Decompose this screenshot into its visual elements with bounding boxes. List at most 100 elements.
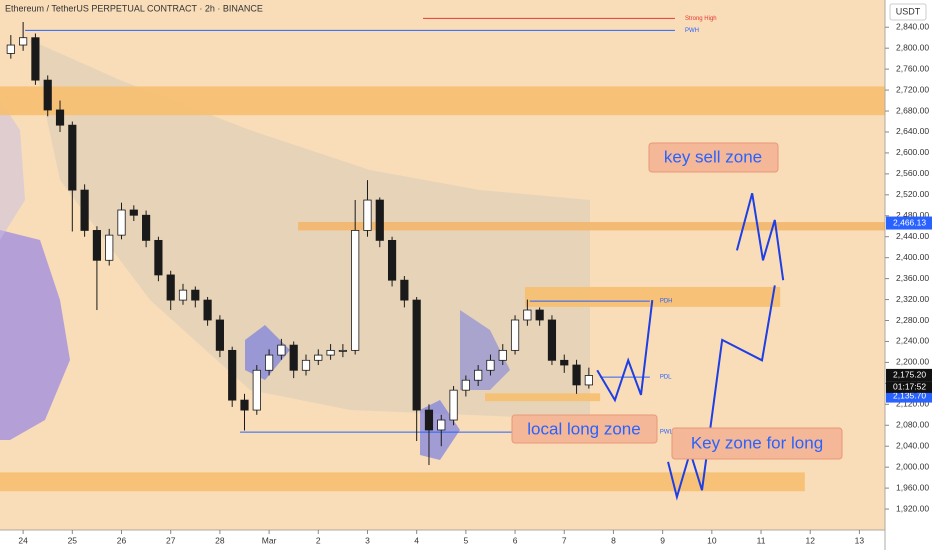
candle-body	[178, 289, 188, 301]
candle-body	[326, 349, 335, 356]
price-label: 2,466.13	[893, 217, 926, 227]
countdown: 01:17:52	[893, 382, 926, 392]
x-tick-label: 13	[855, 535, 865, 545]
candle-body	[363, 199, 372, 231]
candle-body	[6, 44, 15, 54]
projection	[596, 299, 654, 403]
candle-body	[523, 309, 532, 321]
projection	[735, 192, 785, 281]
candle-body	[584, 375, 593, 386]
candle-body	[424, 409, 434, 431]
candle-body	[474, 369, 483, 381]
candle-body	[437, 419, 446, 431]
y-tick-label: 2,320.00	[896, 294, 929, 304]
x-tick-label: 9	[660, 535, 665, 545]
y-tick-label: 1,960.00	[896, 482, 929, 492]
candle-body	[400, 279, 409, 301]
candle-body	[265, 354, 274, 371]
x-tick-label: 5	[463, 535, 468, 545]
price-label-box	[886, 368, 932, 382]
y-tick-label: 2,600.00	[896, 147, 929, 157]
y-tick-label: 2,280.00	[896, 315, 929, 325]
x-tick-label: 8	[611, 535, 616, 545]
volume-profile	[0, 100, 25, 240]
y-tick-label: 2,400.00	[896, 252, 929, 262]
price-label: 2,135.70	[893, 390, 926, 400]
candle-body	[547, 319, 557, 361]
candle-body	[154, 239, 163, 276]
candle-body	[572, 364, 581, 386]
x-tick-label: 3	[365, 535, 370, 545]
x-tick-label: 6	[513, 535, 518, 545]
x-tick-label: 2	[316, 535, 321, 545]
zone	[0, 86, 885, 116]
zone	[0, 472, 805, 492]
candle-body	[449, 389, 458, 421]
candle-body	[19, 37, 28, 46]
x-tick-label: 28	[215, 535, 225, 545]
y-tick-label: 2,840.00	[896, 21, 929, 31]
y-axis-panel	[885, 0, 932, 550]
zone	[298, 222, 886, 231]
y-tick-label: 2,560.00	[896, 168, 929, 178]
candle-body	[43, 79, 52, 111]
candle-body	[203, 299, 212, 321]
candle-body	[191, 289, 200, 301]
annotation-box	[648, 142, 779, 173]
candle-body	[338, 349, 347, 352]
candle-body	[55, 109, 65, 126]
projection	[667, 285, 776, 501]
volume-profile	[0, 230, 70, 440]
candle-body	[289, 344, 298, 371]
candle-body	[215, 319, 224, 351]
y-tick-label: 2,720.00	[896, 84, 929, 94]
countdown-box	[886, 381, 932, 393]
x-tick-label: 11	[757, 535, 766, 545]
candle-body	[412, 299, 421, 411]
level-label: PDL	[660, 375, 672, 381]
candle-body	[560, 359, 569, 366]
y-tick-label: 2,040.00	[896, 440, 929, 450]
currency: USDT	[896, 6, 921, 16]
y-tick-label: 2,200.00	[896, 357, 929, 367]
candle-body	[387, 239, 397, 281]
y-tick-label: 2,680.00	[896, 105, 929, 115]
y-tick-label: 2,080.00	[896, 420, 929, 430]
annotation-box	[511, 414, 658, 444]
y-tick-label: 2,760.00	[896, 63, 929, 73]
x-tick-label: Mar	[262, 535, 277, 545]
candle-body	[105, 234, 114, 261]
x-tick-label: 10	[707, 535, 717, 545]
x-tick-label: 24	[18, 535, 28, 545]
candle-body	[68, 124, 77, 191]
y-tick-label: 2,000.00	[896, 461, 929, 471]
x-tick-label: 25	[68, 535, 78, 545]
candle-body	[375, 199, 384, 241]
zone	[524, 286, 781, 307]
level-label: PDH	[660, 299, 673, 305]
price-label: 2,175.20	[893, 370, 926, 380]
candle-body	[31, 37, 40, 81]
y-tick-label: 2,520.00	[896, 189, 929, 199]
candle-body	[228, 349, 237, 401]
volume-profile	[245, 325, 290, 380]
y-tick-label: 2,800.00	[896, 42, 929, 52]
candle-body	[351, 230, 360, 351]
candle-body	[117, 209, 126, 236]
y-tick-label: 2,360.00	[896, 273, 929, 283]
level-label: PWH	[685, 28, 699, 34]
candle-body	[80, 189, 89, 231]
candle-body	[301, 359, 311, 371]
candle-body	[166, 274, 175, 301]
candle-body	[129, 209, 138, 216]
y-tick-label: 2,640.00	[896, 126, 929, 136]
volume-profile	[460, 310, 510, 390]
annotation-box	[671, 427, 843, 460]
candle-body	[252, 369, 261, 411]
y-tick-label: 2,120.00	[896, 399, 929, 409]
annotation: local long zone	[527, 419, 640, 438]
annotation: key sell zone	[664, 147, 762, 166]
candle-body	[314, 354, 323, 361]
x-tick-label: 27	[166, 535, 176, 545]
